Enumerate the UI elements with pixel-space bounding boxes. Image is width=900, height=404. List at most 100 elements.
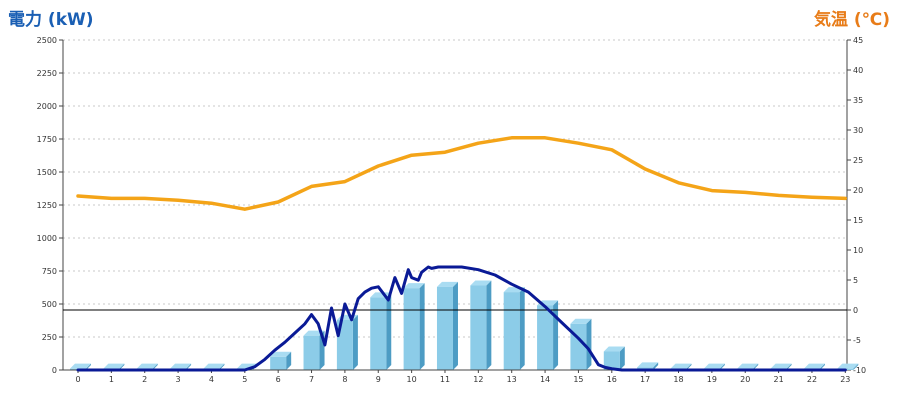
y-left-tick-label: 2500 — [37, 36, 57, 45]
bar-side — [619, 346, 625, 370]
x-tick-label: 5 — [242, 375, 247, 384]
y-right-tick-label: -10 — [853, 366, 866, 375]
x-tick-label: 23 — [840, 375, 850, 384]
bar-top — [436, 281, 458, 287]
bar-top — [737, 363, 759, 369]
y-right-tick-label: 10 — [853, 246, 863, 255]
bar-top — [570, 318, 592, 324]
bar — [537, 305, 554, 370]
bar-side — [586, 318, 592, 370]
bar-side — [119, 363, 125, 370]
bar — [370, 297, 387, 370]
y-right-tick-label: -5 — [853, 336, 861, 345]
bar-top — [670, 363, 692, 369]
y-right-tick-label: 15 — [853, 216, 863, 225]
x-tick-label: 17 — [640, 375, 650, 384]
y-right-tick-label: 20 — [853, 186, 863, 195]
y-right-tick-label: 40 — [853, 66, 863, 75]
y-left-tick-label: 2000 — [37, 102, 57, 111]
bar — [270, 356, 287, 370]
bar-top — [637, 362, 659, 368]
bar-top — [203, 363, 225, 369]
x-tick-label: 0 — [75, 375, 80, 384]
y-left-tick-label: 1750 — [37, 135, 57, 144]
bar-side — [386, 292, 392, 370]
bar-top — [103, 363, 125, 369]
x-tick-label: 2 — [142, 375, 147, 384]
bar-top — [770, 363, 792, 369]
y-left-tick-label: 2250 — [37, 69, 57, 78]
x-tick-label: 13 — [507, 375, 517, 384]
y-right-tick-label: 30 — [853, 126, 863, 135]
right-axis-title: 気温 (℃) — [813, 10, 890, 30]
x-tick-label: 4 — [209, 375, 214, 384]
bar-top — [136, 363, 158, 369]
y-left-tick-label: 750 — [42, 267, 57, 276]
bar-side — [719, 363, 725, 370]
x-tick-label: 9 — [376, 375, 381, 384]
bar-side — [686, 363, 692, 370]
bar — [436, 286, 453, 370]
bar-top — [837, 363, 859, 369]
x-tick-label: 16 — [607, 375, 617, 384]
x-tick-label: 7 — [309, 375, 314, 384]
bar-top — [403, 283, 425, 289]
y-left-tick-label: 0 — [52, 366, 57, 375]
x-tick-label: 6 — [276, 375, 281, 384]
y-right-tick-label: 45 — [853, 36, 863, 45]
x-tick-label: 8 — [342, 375, 347, 384]
bar-side — [819, 363, 825, 370]
y-left-tick-label: 1000 — [37, 234, 57, 243]
bar — [303, 335, 320, 370]
bar-top — [170, 363, 192, 369]
bar — [336, 319, 353, 370]
y-right-tick-label: 0 — [853, 306, 858, 315]
bar — [603, 351, 620, 370]
x-tick-label: 22 — [807, 375, 817, 384]
bar-side — [186, 363, 192, 370]
x-tick-label: 3 — [176, 375, 181, 384]
bar-side — [452, 281, 458, 370]
y-left-tick-label: 250 — [42, 333, 57, 342]
bar-top — [70, 363, 91, 369]
x-tick-label: 10 — [407, 375, 417, 384]
bar — [403, 288, 420, 370]
x-tick-label: 20 — [740, 375, 750, 384]
bar-top — [703, 363, 725, 369]
bar-top — [603, 346, 625, 352]
y-left-tick-label: 1250 — [37, 201, 57, 210]
bar-side — [753, 363, 759, 370]
bar-side — [286, 351, 292, 370]
y-left-tick-label: 1500 — [37, 168, 57, 177]
x-tick-label: 1 — [109, 375, 114, 384]
bar — [470, 285, 487, 370]
x-tick-label: 12 — [473, 375, 483, 384]
x-tick-label: 21 — [774, 375, 784, 384]
bar — [503, 292, 520, 370]
bar-side — [86, 363, 91, 370]
bar-top — [270, 351, 292, 357]
temperature-line — [76, 136, 848, 211]
bar-side — [653, 362, 659, 370]
x-tick-label: 18 — [673, 375, 683, 384]
bar-side — [219, 363, 225, 370]
y-right-tick-label: 5 — [853, 276, 858, 285]
bar-top — [470, 280, 492, 286]
bar-top — [803, 363, 825, 369]
bar-side — [486, 280, 492, 370]
bar-side — [152, 363, 158, 370]
bar-side — [419, 283, 425, 370]
y-right-tick-label: 25 — [853, 156, 863, 165]
bar — [570, 323, 587, 370]
power-line — [76, 265, 847, 372]
bar-side — [519, 287, 525, 370]
left-axis-title: 電力 (kW) — [8, 10, 94, 30]
bar-side — [853, 363, 859, 370]
bar-side — [352, 314, 358, 370]
x-tick-label: 15 — [573, 375, 583, 384]
y-left-tick-label: 500 — [42, 300, 57, 309]
x-tick-label: 11 — [440, 375, 450, 384]
bar-side — [553, 300, 559, 370]
